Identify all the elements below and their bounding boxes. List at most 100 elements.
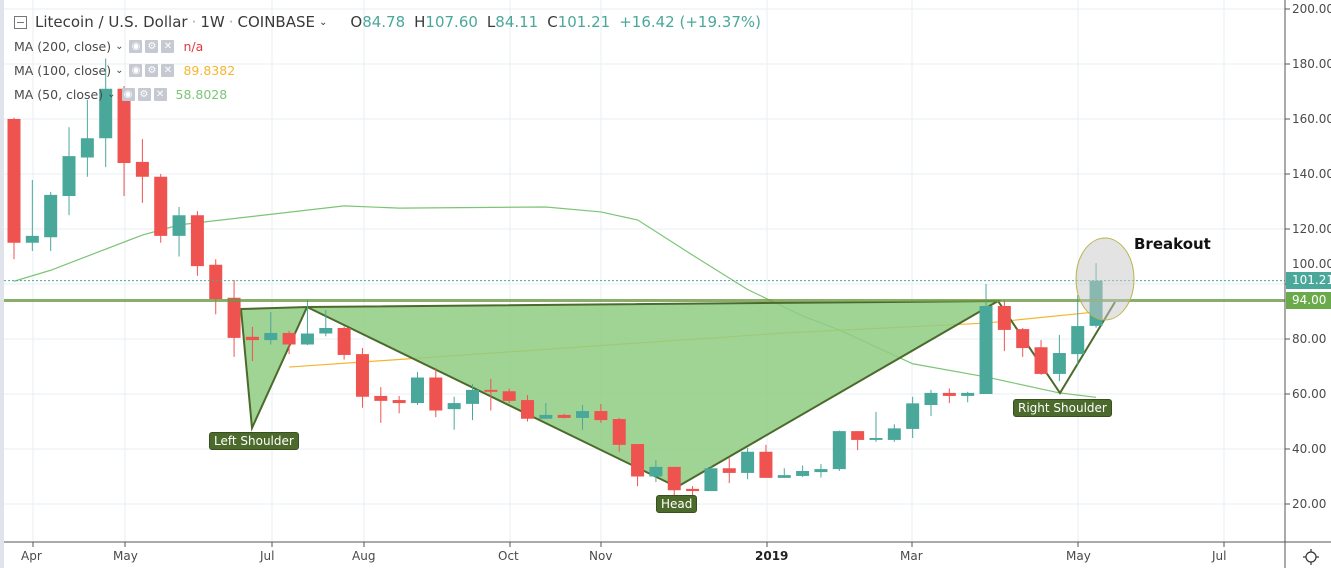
chevron-down-icon[interactable]: ⌄ [115,65,124,76]
candle-down [117,88,131,163]
candle-down [337,328,351,355]
low-value: 84.11 [495,13,539,31]
candle-up [44,194,58,238]
chevron-down-icon[interactable]: ⌄ [318,16,328,28]
indicator-value: n/a [183,39,204,54]
candle-down [594,411,608,421]
symbol-name[interactable]: Litecoin / U.S. Dollar [35,13,188,31]
eye-icon[interactable]: ◉ [121,88,135,101]
candle-down [1016,329,1030,349]
close-icon[interactable]: ✕ [161,40,175,53]
left-shoulder-triangle [239,305,309,432]
indicator-legend: MA (100, close) ⌄ ◉ ⚙ ✕ 89.8382 [14,63,235,78]
close-icon[interactable]: ✕ [153,88,167,101]
candle-down [355,354,369,397]
close-icon[interactable]: ✕ [161,64,175,77]
gear-icon[interactable]: ⚙ [145,64,159,77]
candle-up [1052,353,1066,374]
candle-down [282,332,296,345]
price-tick-label: 20.00 [1292,497,1327,511]
candle-up [447,403,461,410]
candle-up [80,138,94,158]
indicator-label[interactable]: MA (50, close) [14,87,104,102]
candle-up [539,414,553,419]
price-tick-label: 40.00 [1292,442,1327,456]
candle-up [410,377,424,404]
candle-down [429,377,443,411]
candle-down [135,161,149,177]
eye-icon[interactable]: ◉ [129,64,143,77]
price-tick-label: 140.00 [1292,167,1331,181]
chevron-down-icon[interactable]: ⌄ [107,89,116,100]
candle-up [1071,326,1085,355]
time-tick-label: Jul [1212,549,1227,563]
candle-down [392,400,406,404]
candle-up [264,332,278,341]
open-value: 84.78 [362,13,406,31]
candle-down [245,336,259,341]
left-shoulder-label[interactable]: Left Shoulder [209,432,299,450]
candle-down [722,468,736,473]
candle-down [759,451,773,478]
time-tick-label: May [113,549,138,563]
indicator-label[interactable]: MA (200, close) [14,39,112,54]
exchange[interactable]: COINBASE [237,13,315,31]
candle-down [667,466,681,491]
candle-up [832,431,846,470]
candle-down [521,400,535,419]
minus-square-icon[interactable] [14,15,27,29]
head-triangle [306,299,1002,489]
chart-settings-gear-icon[interactable] [1303,549,1319,565]
right-shoulder-label[interactable]: Right Shoulder [1013,399,1112,417]
eye-icon[interactable]: ◉ [129,40,143,53]
candle-down [997,306,1011,330]
price-tick-label: 80.00 [1292,332,1327,346]
price-tick-label: 60.00 [1292,387,1327,401]
indicator-legend: MA (50, close) ⌄ ◉ ⚙ ✕ 58.8028 [14,87,227,102]
breakout-label[interactable]: Breakout [1134,235,1211,253]
candle-up [906,403,920,429]
price-tick-label: 200.00 [1292,2,1331,16]
candle-up [741,451,755,473]
low-label: L [486,13,496,31]
candle-down [557,414,571,418]
time-tick-label: 2019 [755,549,789,563]
candle-up [25,235,39,243]
time-tick-label: Jul [260,549,275,563]
time-tick-label: Apr [21,549,42,563]
candle-up [777,475,791,478]
candle-up [796,471,810,476]
symbol-legend: Litecoin / U.S. Dollar · 1W · COINBASE ⌄… [14,13,761,31]
interval[interactable]: 1W [200,13,225,31]
level-price-badge: 94.00 [1286,292,1331,309]
price-tick-label: 160.00 [1292,112,1331,126]
breakout-ellipse[interactable] [1075,237,1135,321]
candle-up [99,88,113,139]
candle-down [612,419,626,445]
candle-down [374,395,388,401]
last-price-badge: 101.21 [1286,272,1331,289]
indicator-label[interactable]: MA (100, close) [14,63,112,78]
candle-up [924,392,938,405]
change-value: +16.42 (+19.37%) [619,13,761,31]
left-edge-strip [0,0,4,568]
time-tick-label: Nov [589,549,613,563]
candle-down [686,488,700,492]
high-label: H [414,13,426,31]
gear-icon[interactable]: ⚙ [137,88,151,101]
candles [7,58,1103,499]
candle-up [576,411,590,418]
candle-up [466,389,479,404]
chevron-down-icon[interactable]: ⌄ [115,41,124,52]
candle-down [942,392,956,396]
axis-ticks [32,8,1290,547]
candle-down [154,176,168,236]
gear-icon[interactable]: ⚙ [145,40,159,53]
open-label: O [350,13,363,31]
price-levels[interactable] [4,280,1285,302]
price-tick-label: 120.00 [1292,222,1331,236]
candle-up [300,333,314,345]
head-label[interactable]: Head [656,495,698,513]
price-tick-label: 100.00 [1292,257,1331,271]
